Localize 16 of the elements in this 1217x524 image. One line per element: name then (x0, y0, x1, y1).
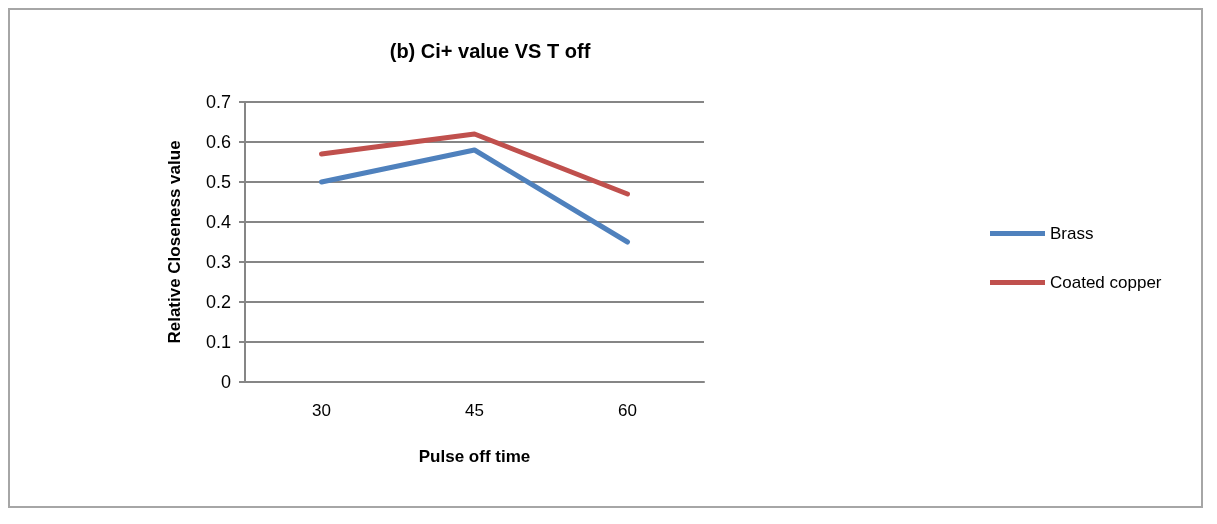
chart-title: (b) Ci+ value VS T off (389, 40, 591, 62)
y-tick-label: 0.1 (205, 332, 231, 352)
legend-label: Coated copper (1050, 273, 1162, 292)
y-tick-label: 0.2 (205, 292, 231, 312)
x-tick-label: 45 (465, 401, 484, 420)
y-tick-label: 0.6 (205, 132, 231, 152)
y-tick-label: 0.3 (205, 252, 231, 272)
y-axis-title: Relative Closeness value (165, 140, 184, 344)
x-axis-title: Pulse off time (418, 447, 531, 466)
legend-label: Brass (1050, 224, 1094, 243)
y-tick-label: 0.5 (205, 172, 231, 192)
y-tick-label: 0.4 (205, 212, 231, 232)
x-tick-label: 60 (618, 401, 637, 420)
y-tick-label: 0 (220, 372, 231, 392)
y-tick-label: 0.7 (205, 92, 231, 112)
x-tick-label: 30 (312, 401, 331, 420)
